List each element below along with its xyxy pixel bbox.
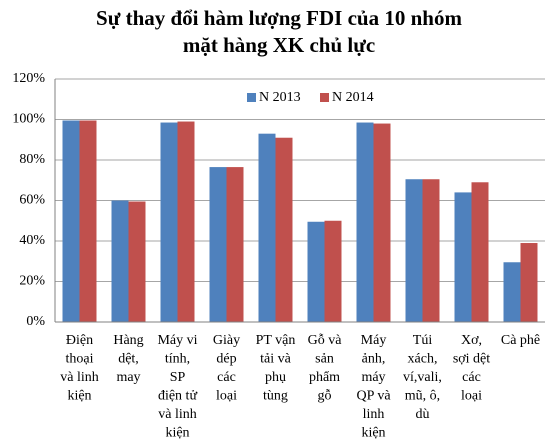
- x-tick-label: loại: [216, 389, 237, 404]
- chart-title: mặt hàng XK chủ lực: [183, 33, 375, 57]
- x-tick-label: kiện: [165, 426, 189, 441]
- bar: [275, 137, 293, 322]
- x-tick-label: kiện: [361, 426, 385, 441]
- bar: [356, 122, 374, 322]
- x-tick-label: xách,: [408, 352, 438, 367]
- x-tick-label: loại: [461, 389, 482, 404]
- chart-title: Sự thay đổi hàm lượng FDI của 10 nhóm: [96, 6, 462, 30]
- x-tick-label: ví,vali,: [403, 370, 442, 385]
- y-tick-label: 40%: [19, 233, 45, 248]
- x-tick-label: Túi: [413, 333, 433, 348]
- x-tick-label: tùng: [263, 389, 288, 404]
- bar: [128, 201, 146, 322]
- x-tick-label: điện tử: [158, 389, 197, 404]
- x-tick-label: Máy: [361, 333, 387, 348]
- bar: [422, 179, 440, 322]
- y-tick-label: 100%: [12, 112, 45, 127]
- x-tick-label: dép: [216, 352, 236, 367]
- legend-swatch: [320, 93, 329, 102]
- bar: [471, 182, 489, 322]
- x-tick-label: dệt,: [118, 352, 139, 367]
- y-tick-label: 120%: [12, 71, 45, 86]
- bar: [111, 200, 129, 322]
- x-tick-label: Xơ,: [461, 333, 482, 348]
- x-tick-label: sản: [315, 352, 334, 367]
- bar: [520, 243, 538, 322]
- y-tick-label: 0%: [26, 314, 45, 329]
- x-tick-label: Gỗ và: [308, 333, 343, 348]
- y-tick-label: 20%: [19, 274, 45, 289]
- x-tick-label: ảnh,: [362, 352, 386, 367]
- x-tick-label: và linh: [60, 370, 99, 385]
- bar: [226, 167, 244, 322]
- bar: [405, 179, 423, 322]
- x-tick-label: mũ, ô,: [405, 389, 440, 404]
- x-tick-label: sợi dệt: [453, 352, 490, 367]
- legend-swatch: [247, 93, 256, 102]
- x-tick-label: PT vận: [256, 333, 296, 348]
- x-tick-label: Máy vi: [157, 333, 197, 348]
- x-tick-label: dù: [416, 407, 430, 422]
- bar: [62, 120, 80, 322]
- x-tick-label: máy: [361, 370, 385, 385]
- x-tick-label: các: [217, 370, 236, 385]
- y-tick-label: 80%: [19, 152, 45, 167]
- legend-label: N 2014: [332, 90, 374, 105]
- x-tick-label: tính,: [165, 352, 190, 367]
- x-tick-label: QP và: [356, 389, 391, 404]
- x-tick-label: các: [462, 370, 481, 385]
- bar: [324, 220, 342, 322]
- x-tick-label: may: [116, 370, 140, 385]
- x-tick-label: Giày: [213, 333, 240, 348]
- x-tick-label: thoại: [66, 352, 94, 367]
- bar: [373, 123, 391, 322]
- bar: [454, 192, 472, 322]
- x-tick-label: và linh: [158, 407, 197, 422]
- legend-label: N 2013: [259, 90, 301, 105]
- bar: [177, 121, 195, 323]
- bar: [503, 262, 521, 322]
- x-tick-label: phẩm: [309, 370, 340, 385]
- bar: [160, 122, 178, 322]
- x-tick-label: tải và: [260, 352, 291, 367]
- x-tick-label: Điện: [66, 333, 93, 348]
- bar: [307, 221, 325, 322]
- bar: [258, 133, 276, 322]
- x-tick-label: phụ: [265, 370, 286, 385]
- bar: [79, 120, 97, 322]
- x-tick-label: gỗ: [318, 389, 332, 404]
- x-tick-label: Hàng: [113, 333, 143, 348]
- x-tick-label: SP: [170, 370, 186, 385]
- x-tick-label: linh: [363, 407, 385, 422]
- x-tick-label: kiện: [67, 389, 91, 404]
- y-tick-label: 60%: [19, 193, 45, 208]
- x-tick-label: Cà phê: [501, 333, 540, 348]
- bar: [209, 167, 227, 322]
